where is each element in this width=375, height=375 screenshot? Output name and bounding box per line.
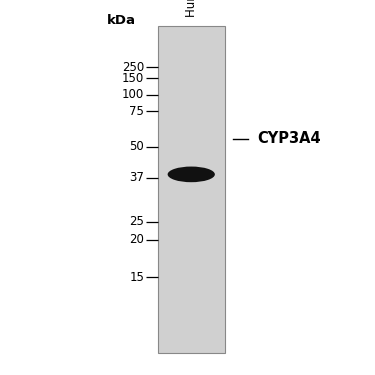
Text: 20: 20 <box>129 234 144 246</box>
Text: 250: 250 <box>122 60 144 74</box>
Text: Human Liver: Human Liver <box>185 0 198 17</box>
Text: 50: 50 <box>130 141 144 153</box>
Text: 37: 37 <box>129 171 144 184</box>
Bar <box>158 26 225 352</box>
Text: CYP3A4: CYP3A4 <box>257 131 321 146</box>
Text: 100: 100 <box>122 88 144 101</box>
Text: 75: 75 <box>129 105 144 118</box>
Text: 150: 150 <box>122 72 144 85</box>
Text: 25: 25 <box>129 216 144 228</box>
Text: 15: 15 <box>129 271 144 284</box>
Text: kDa: kDa <box>107 14 136 27</box>
Ellipse shape <box>168 166 215 182</box>
